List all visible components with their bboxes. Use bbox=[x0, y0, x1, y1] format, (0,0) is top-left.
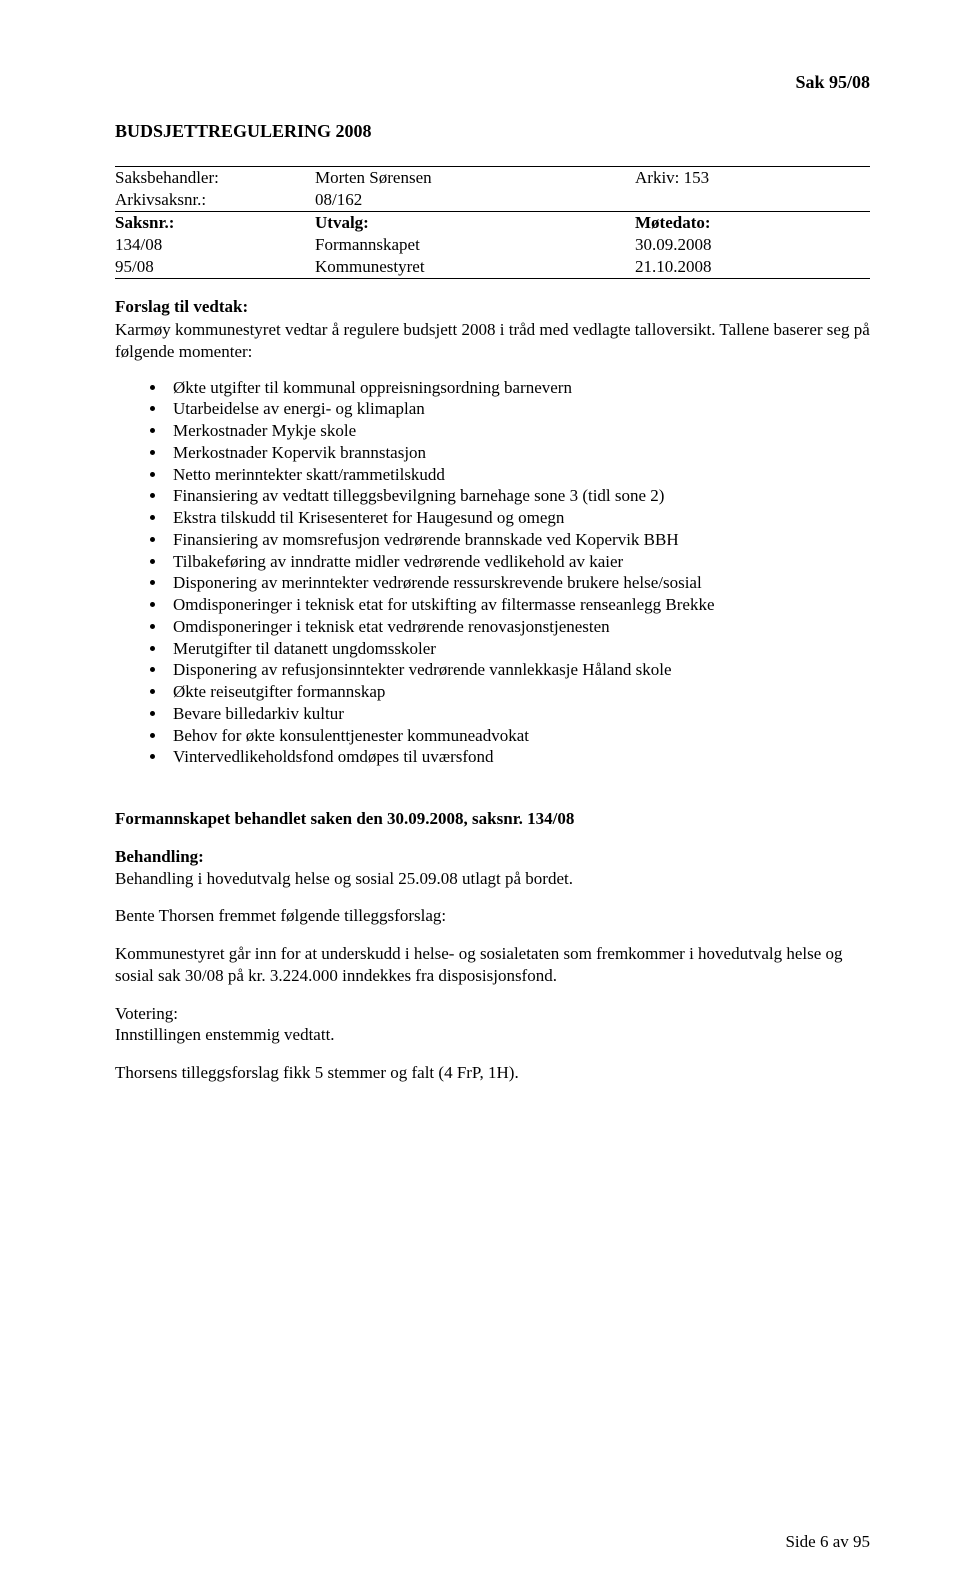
proposal-list: Økte utgifter til kommunal oppreisningso… bbox=[115, 377, 870, 769]
meta-row: 95/08 Kommunestyret 21.10.2008 bbox=[115, 256, 870, 279]
proposal-item: Finansiering av vedtatt tilleggsbevilgni… bbox=[167, 485, 870, 507]
handling-heading: Behandling: bbox=[115, 847, 204, 866]
label-saksbehandler: Saksbehandler: bbox=[115, 167, 315, 189]
proposal-item: Disponering av merinntekter vedrørende r… bbox=[167, 572, 870, 594]
proposal-item: Utarbeidelse av energi- og klimaplan bbox=[167, 398, 870, 420]
label-utvalg: Utvalg: bbox=[315, 212, 635, 234]
proposal-item: Omdisponeringer i teknisk etat vedrørend… bbox=[167, 616, 870, 638]
label-saksnr: Saksnr.: bbox=[115, 212, 315, 234]
votering-text: Innstillingen enstemmig vedtatt. bbox=[115, 1025, 335, 1044]
value-saksbehandler: Morten Sørensen bbox=[315, 167, 635, 189]
meta-row: 134/08 Formannskapet 30.09.2008 bbox=[115, 234, 870, 256]
proposal-item: Bevare billedarkiv kultur bbox=[167, 703, 870, 725]
proposal-item: Disponering av refusjonsinntekter vedrør… bbox=[167, 659, 870, 681]
proposal-item: Netto merinntekter skatt/rammetilskudd bbox=[167, 464, 870, 486]
handling-line1: Behandling i hovedutvalg helse og sosial… bbox=[115, 869, 573, 888]
cell-dato: 21.10.2008 bbox=[635, 256, 870, 279]
proposal-item: Omdisponeringer i teknisk etat for utski… bbox=[167, 594, 870, 616]
proposal-heading: Forslag til vedtak: bbox=[115, 297, 870, 317]
label-arkiv: Arkiv: 153 bbox=[635, 167, 870, 189]
document-title: BUDSJETTREGULERING 2008 bbox=[115, 121, 870, 142]
handling-title: Formannskapet behandlet saken den 30.09.… bbox=[115, 808, 870, 830]
handling-block: Behandling: Behandling i hovedutvalg hel… bbox=[115, 846, 870, 890]
cell-saksnr: 134/08 bbox=[115, 234, 315, 256]
proposal-item: Finansiering av momsrefusjon vedrørende … bbox=[167, 529, 870, 551]
label-arkivsaksnr: Arkivsaksnr.: bbox=[115, 189, 315, 212]
label-motedato: Møtedato: bbox=[635, 212, 870, 234]
handling-line2: Bente Thorsen fremmet følgende tilleggsf… bbox=[115, 905, 870, 927]
proposal-item: Merkostnader Kopervik brannstasjon bbox=[167, 442, 870, 464]
proposal-item: Merkostnader Mykje skole bbox=[167, 420, 870, 442]
proposal-item: Økte reiseutgifter formannskap bbox=[167, 681, 870, 703]
metadata-table: Saksbehandler: Morten Sørensen Arkiv: 15… bbox=[115, 166, 870, 279]
cell-utvalg: Kommunestyret bbox=[315, 256, 635, 279]
proposal-item: Behov for økte konsulenttjenester kommun… bbox=[167, 725, 870, 747]
proposal-item: Vintervedlikeholdsfond omdøpes til uværs… bbox=[167, 746, 870, 768]
value-arkivsaksnr: 08/162 bbox=[315, 189, 635, 212]
proposal-item: Ekstra tilskudd til Krisesenteret for Ha… bbox=[167, 507, 870, 529]
case-reference: Sak 95/08 bbox=[115, 72, 870, 93]
handling-line3: Kommunestyret går inn for at underskudd … bbox=[115, 943, 870, 987]
document-page: Sak 95/08 BUDSJETTREGULERING 2008 Saksbe… bbox=[0, 0, 960, 1596]
proposal-item: Økte utgifter til kommunal oppreisningso… bbox=[167, 377, 870, 399]
cell-saksnr: 95/08 bbox=[115, 256, 315, 279]
proposal-item: Merutgifter til datanett ungdomsskoler bbox=[167, 638, 870, 660]
thorsen-line: Thorsens tilleggsforslag fikk 5 stemmer … bbox=[115, 1062, 870, 1084]
cell-dato: 30.09.2008 bbox=[635, 234, 870, 256]
votering-block: Votering: Innstillingen enstemmig vedtat… bbox=[115, 1003, 870, 1047]
page-footer: Side 6 av 95 bbox=[785, 1532, 870, 1552]
cell-utvalg: Formannskapet bbox=[315, 234, 635, 256]
proposal-intro: Karmøy kommunestyret vedtar å regulere b… bbox=[115, 319, 870, 363]
votering-label: Votering: bbox=[115, 1004, 178, 1023]
proposal-item: Tilbakeføring av inndratte midler vedrør… bbox=[167, 551, 870, 573]
